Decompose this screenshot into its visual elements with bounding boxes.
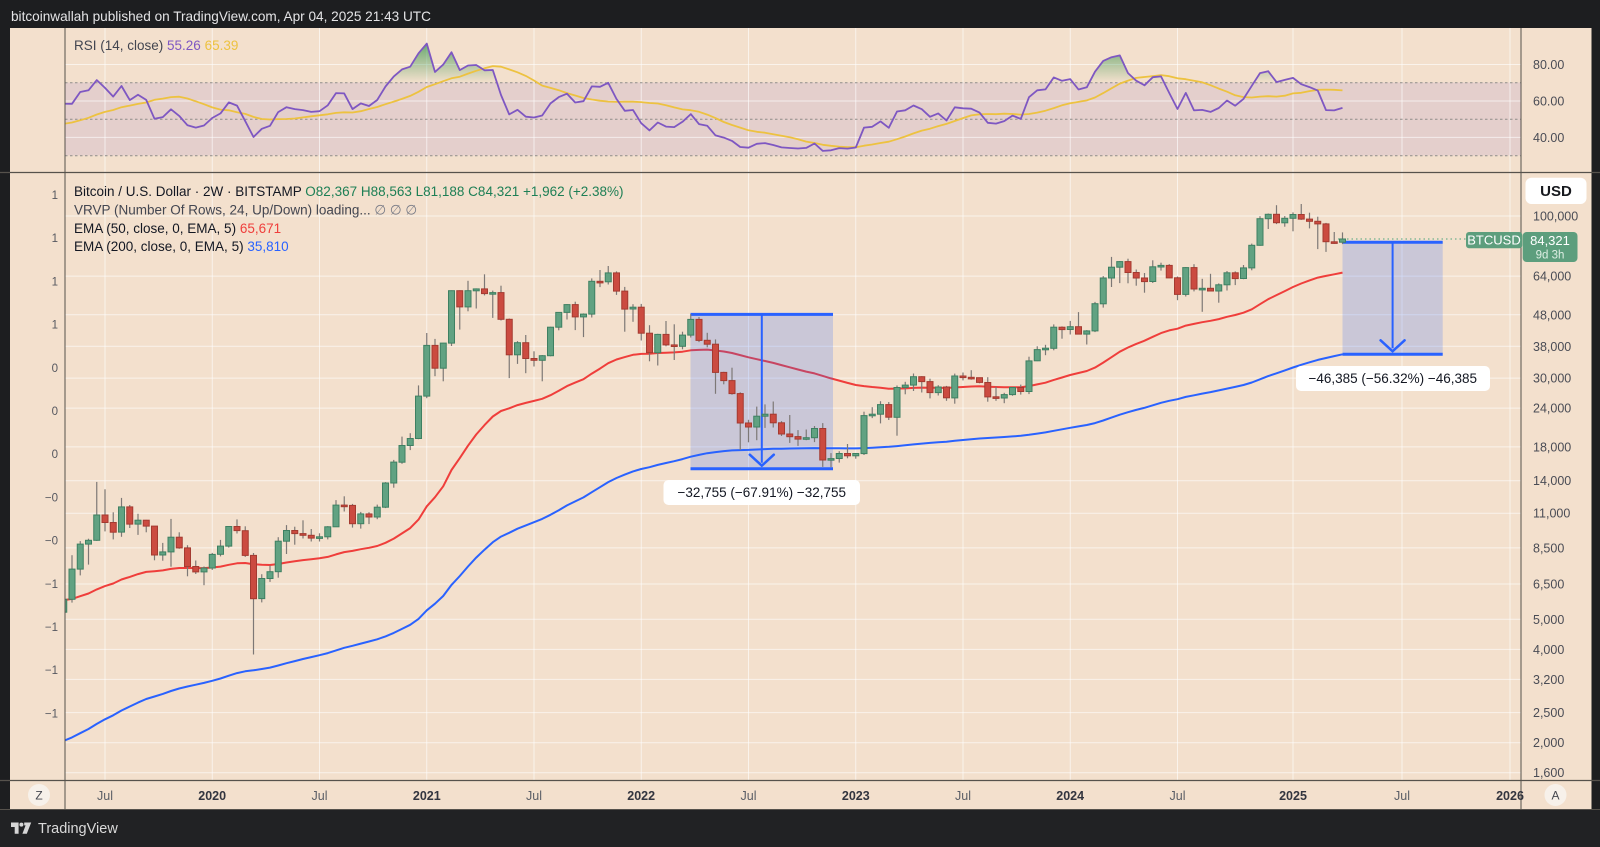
svg-text:38,000: 38,000	[1533, 340, 1571, 354]
svg-text:4,000: 4,000	[1533, 643, 1564, 657]
svg-text:2024: 2024	[1056, 789, 1084, 803]
svg-text:−0: −0	[45, 536, 58, 548]
svg-text:1: 1	[52, 320, 58, 332]
svg-text:5,000: 5,000	[1533, 613, 1564, 627]
svg-text:14,000: 14,000	[1533, 474, 1571, 488]
svg-text:−46,385 (−56.32%) −46,385: −46,385 (−56.32%) −46,385	[1308, 371, 1477, 386]
svg-text:2023: 2023	[842, 789, 870, 803]
svg-text:24,000: 24,000	[1533, 402, 1571, 416]
svg-text:bitcoinwallah published on Tra: bitcoinwallah published on TradingView.c…	[11, 9, 431, 24]
svg-text:Jul: Jul	[526, 789, 542, 803]
svg-text:60.00: 60.00	[1533, 95, 1564, 109]
svg-text:0: 0	[52, 406, 58, 418]
svg-text:Jul: Jul	[1170, 789, 1186, 803]
svg-text:64,000: 64,000	[1533, 270, 1571, 284]
svg-text:EMA (200, close, 0, EMA, 5) 3: EMA (200, close, 0, EMA, 5) 35,810	[74, 239, 289, 254]
svg-text:9d 3h: 9d 3h	[1536, 249, 1565, 261]
svg-text:−1: −1	[45, 579, 58, 591]
svg-text:84,321: 84,321	[1530, 233, 1570, 248]
svg-text:100,000: 100,000	[1533, 210, 1578, 224]
svg-text:8,500: 8,500	[1533, 541, 1564, 555]
svg-text:−1: −1	[45, 622, 58, 634]
svg-text:A: A	[1551, 789, 1559, 803]
svg-text:USD: USD	[1540, 183, 1572, 200]
svg-text:40.00: 40.00	[1533, 131, 1564, 145]
svg-text:−1: −1	[45, 665, 58, 677]
svg-text:Z: Z	[35, 789, 42, 803]
svg-text:0: 0	[52, 363, 58, 375]
svg-text:2,500: 2,500	[1533, 706, 1564, 720]
svg-text:Jul: Jul	[312, 789, 328, 803]
svg-text:Bitcoin / U.S. Dollar · 2W · B: Bitcoin / U.S. Dollar · 2W · BITSTAMP O8…	[74, 184, 624, 199]
svg-text:Jul: Jul	[97, 789, 113, 803]
svg-text:−32,755 (−67.91%) −32,755: −32,755 (−67.91%) −32,755	[677, 485, 846, 500]
svg-text:2025: 2025	[1279, 789, 1307, 803]
svg-text:−1: −1	[45, 708, 58, 720]
svg-text:1,600: 1,600	[1533, 766, 1564, 780]
svg-text:2020: 2020	[198, 789, 226, 803]
svg-text:48,000: 48,000	[1533, 308, 1571, 322]
svg-text:0: 0	[52, 449, 58, 461]
svg-text:30,000: 30,000	[1533, 372, 1571, 386]
svg-text:BTCUSD: BTCUSD	[1467, 232, 1520, 247]
svg-text:Jul: Jul	[955, 789, 971, 803]
svg-text:2021: 2021	[413, 789, 441, 803]
svg-text:3,200: 3,200	[1533, 673, 1564, 687]
svg-text:Jul: Jul	[741, 789, 757, 803]
svg-text:11,000: 11,000	[1533, 507, 1570, 521]
svg-text:RSI (14, close) 55.26 65.39: RSI (14, close) 55.26 65.39	[74, 38, 238, 53]
svg-text:2,000: 2,000	[1533, 736, 1564, 750]
svg-text:2026: 2026	[1496, 789, 1524, 803]
svg-text:Jul: Jul	[1394, 789, 1410, 803]
svg-text:18,000: 18,000	[1533, 440, 1571, 454]
svg-text:VRVP (Number Of Rows, 24, Up/D: VRVP (Number Of Rows, 24, Up/Down) loadi…	[74, 203, 417, 218]
svg-text:TradingView: TradingView	[38, 821, 118, 837]
svg-text:6,500: 6,500	[1533, 578, 1564, 592]
svg-text:−0: −0	[45, 492, 58, 504]
svg-text:2022: 2022	[627, 789, 655, 803]
svg-text:1: 1	[52, 190, 58, 202]
svg-text:80.00: 80.00	[1533, 58, 1564, 72]
svg-text:EMA (50, close, 0, EMA, 5) 65: EMA (50, close, 0, EMA, 5) 65,671	[74, 221, 281, 236]
svg-text:1: 1	[52, 233, 58, 245]
svg-text:1: 1	[52, 276, 58, 288]
